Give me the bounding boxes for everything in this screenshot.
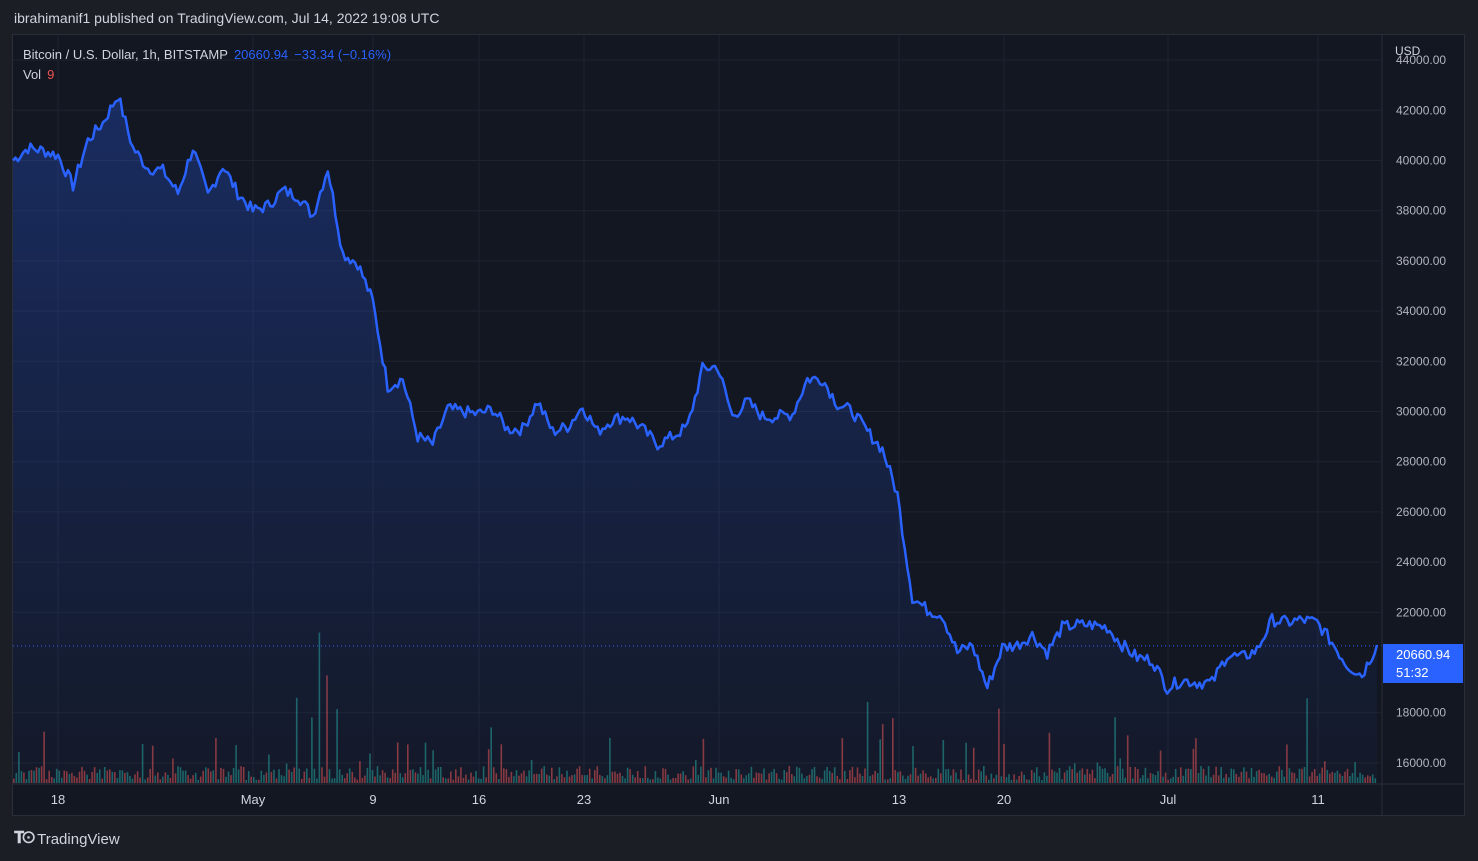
time-tick-label: 9 bbox=[369, 792, 376, 807]
price-tick-label: 40000.00 bbox=[1396, 154, 1446, 168]
current-price-tag: 20660.94 51:32 bbox=[1383, 644, 1463, 683]
price-tick-label: 22000.00 bbox=[1396, 605, 1446, 619]
time-tick-label: 16 bbox=[472, 792, 486, 807]
volume-value: 9 bbox=[47, 67, 55, 82]
bar-countdown: 51:32 bbox=[1396, 665, 1429, 680]
time-tick-label: 20 bbox=[997, 792, 1011, 807]
volume-row: Vol 9 bbox=[23, 65, 391, 85]
price-area-fill bbox=[13, 98, 1377, 783]
price-tick-label: 30000.00 bbox=[1396, 405, 1446, 419]
price-tick-label: 26000.00 bbox=[1396, 505, 1446, 519]
chart-legend: Bitcoin / U.S. Dollar, 1h, BITSTAMP 20660… bbox=[23, 45, 391, 85]
currency-label: USD bbox=[1395, 44, 1421, 58]
price-tick-label: 38000.00 bbox=[1396, 204, 1446, 218]
last-price: 20660.94 bbox=[233, 47, 289, 62]
symbol-description[interactable]: Bitcoin / U.S. Dollar, 1h, BITSTAMP bbox=[23, 47, 228, 62]
price-scale[interactable]: 44000.00 42000.00 40000.00 38000.00 36000.00… bbox=[1396, 53, 1446, 770]
time-tick-label: Jul bbox=[1160, 792, 1177, 807]
publish-info: ibrahimanif1 published on TradingView.co… bbox=[14, 10, 440, 26]
price-tick-label: 42000.00 bbox=[1396, 103, 1446, 117]
time-tick-label: 18 bbox=[51, 792, 65, 807]
price-tick-label: 24000.00 bbox=[1396, 555, 1446, 569]
tradingview-logo[interactable]: 𝐓☉ TradingView bbox=[14, 830, 120, 848]
tradingview-icon: 𝐓☉ bbox=[14, 830, 35, 847]
price-tick-label: 16000.00 bbox=[1396, 756, 1446, 770]
price-change: −33.34 (−0.16%) bbox=[294, 47, 392, 62]
volume-label[interactable]: Vol bbox=[23, 67, 42, 82]
time-tick-label: Jun bbox=[709, 792, 730, 807]
price-tick-label: 32000.00 bbox=[1396, 354, 1446, 368]
time-tick-label: 11 bbox=[1311, 792, 1325, 807]
time-tick-label: 13 bbox=[892, 792, 906, 807]
price-tick-label: 34000.00 bbox=[1396, 304, 1446, 318]
time-tick-label: 23 bbox=[577, 792, 591, 807]
price-tick-label: 28000.00 bbox=[1396, 455, 1446, 469]
time-scale[interactable]: 18 May 9 16 23 Jun 13 20 Jul 11 bbox=[51, 792, 1325, 807]
current-price-label: 20660.94 bbox=[1396, 647, 1450, 662]
price-line bbox=[12, 97, 1379, 695]
brand-name: TradingView bbox=[37, 830, 120, 848]
price-tick-label: 44000.00 bbox=[1396, 53, 1446, 67]
time-tick-label: May bbox=[241, 792, 266, 807]
symbol-row: Bitcoin / U.S. Dollar, 1h, BITSTAMP 20660… bbox=[23, 45, 391, 65]
price-tick-label: 36000.00 bbox=[1396, 254, 1446, 268]
price-tick-label: 18000.00 bbox=[1396, 706, 1446, 720]
